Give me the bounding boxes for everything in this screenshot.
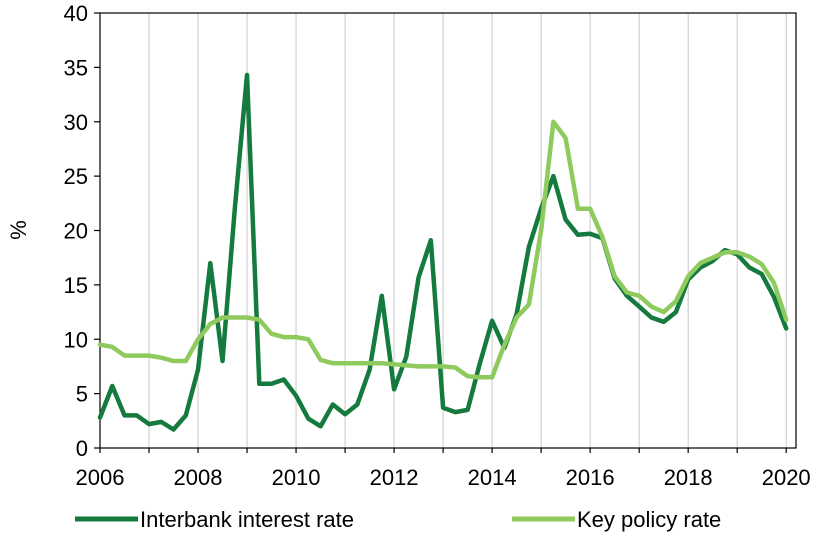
x-tick-label: 2006 [76, 465, 125, 490]
x-tick-labels: 2006 2008 2010 2012 2014 2016 2018 2020 [76, 465, 811, 490]
y-tick-label: 40 [64, 1, 88, 26]
y-tick-label: 10 [64, 327, 88, 352]
grid-lines [148, 13, 787, 448]
y-tick-labels: 0 5 10 15 20 25 30 35 40 [64, 1, 88, 461]
legend: Interbank interest rate Key policy rate [75, 507, 721, 532]
plot-frame [94, 12, 797, 453]
series-line-key-policy-rate [97, 119, 789, 380]
legend-label: Key policy rate [577, 507, 721, 532]
x-tick-label: 2010 [272, 465, 321, 490]
y-tick-label: 35 [64, 55, 88, 80]
x-tick-label: 2016 [566, 465, 615, 490]
x-tick-label: 2012 [370, 465, 419, 490]
series-lines [97, 72, 789, 432]
y-tick-label: 30 [64, 110, 88, 135]
plot-border [99, 12, 797, 449]
y-tick-label: 20 [64, 219, 88, 244]
x-tick-label: 2008 [174, 465, 223, 490]
series-line-interbank-interest-rate [97, 72, 789, 432]
x-tick-label: 2018 [664, 465, 713, 490]
y-tick-label: 15 [64, 273, 88, 298]
y-axis-title: % [6, 220, 31, 240]
y-tick-label: 0 [76, 436, 88, 461]
legend-label: Interbank interest rate [140, 507, 354, 532]
y-tick-label: 25 [64, 164, 88, 189]
x-tick-label: 2020 [762, 465, 811, 490]
x-tick-label: 2014 [468, 465, 517, 490]
y-tick-label: 5 [76, 382, 88, 407]
